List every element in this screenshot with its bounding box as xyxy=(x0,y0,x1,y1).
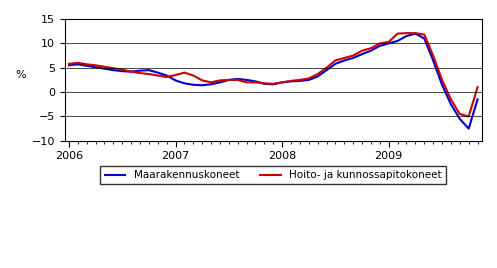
Hoito- ja kunnossapitokoneet xyxy=(341,56,347,59)
Maarakennuskoneet xyxy=(306,78,312,81)
Maarakennuskoneet xyxy=(368,49,374,52)
Maarakennuskoneet xyxy=(261,82,267,85)
Maarakennuskoneet xyxy=(92,66,98,69)
Hoito- ja kunnossapitokoneet xyxy=(252,81,258,84)
Hoito- ja kunnossapitokoneet xyxy=(332,59,338,62)
Hoito- ja kunnossapitokoneet xyxy=(137,72,143,75)
Hoito- ja kunnossapitokoneet xyxy=(146,72,152,76)
Maarakennuskoneet xyxy=(181,82,187,85)
Hoito- ja kunnossapitokoneet xyxy=(395,32,401,35)
Hoito- ja kunnossapitokoneet xyxy=(413,32,418,35)
Maarakennuskoneet xyxy=(84,64,90,67)
Maarakennuskoneet xyxy=(386,42,392,45)
Hoito- ja kunnossapitokoneet xyxy=(306,77,312,80)
Hoito- ja kunnossapitokoneet xyxy=(261,82,267,85)
Maarakennuskoneet xyxy=(475,98,481,101)
Maarakennuskoneet xyxy=(350,56,356,59)
Maarakennuskoneet xyxy=(164,74,169,77)
Maarakennuskoneet xyxy=(244,78,249,81)
Maarakennuskoneet xyxy=(190,83,196,86)
Maarakennuskoneet xyxy=(128,70,134,73)
Hoito- ja kunnossapitokoneet xyxy=(190,74,196,77)
Hoito- ja kunnossapitokoneet xyxy=(475,85,481,89)
Maarakennuskoneet xyxy=(137,69,143,72)
Hoito- ja kunnossapitokoneet xyxy=(324,66,330,69)
Maarakennuskoneet xyxy=(101,67,107,70)
Hoito- ja kunnossapitokoneet xyxy=(404,32,410,35)
Hoito- ja kunnossapitokoneet xyxy=(66,62,72,65)
Hoito- ja kunnossapitokoneet xyxy=(350,54,356,57)
Maarakennuskoneet xyxy=(288,80,294,83)
Maarakennuskoneet xyxy=(66,64,72,67)
Maarakennuskoneet xyxy=(279,81,285,84)
Maarakennuskoneet xyxy=(75,63,81,66)
Hoito- ja kunnossapitokoneet xyxy=(466,115,472,118)
Hoito- ja kunnossapitokoneet xyxy=(226,78,232,81)
Hoito- ja kunnossapitokoneet xyxy=(101,65,107,68)
Hoito- ja kunnossapitokoneet xyxy=(288,79,294,83)
Maarakennuskoneet xyxy=(235,77,241,81)
Maarakennuskoneet xyxy=(155,71,161,74)
Hoito- ja kunnossapitokoneet xyxy=(128,70,134,73)
Maarakennuskoneet xyxy=(297,79,303,83)
Hoito- ja kunnossapitokoneet xyxy=(244,81,249,84)
Hoito- ja kunnossapitokoneet xyxy=(386,40,392,43)
Hoito- ja kunnossapitokoneet xyxy=(368,47,374,50)
Hoito- ja kunnossapitokoneet xyxy=(430,54,436,57)
Legend: Maarakennuskoneet, Hoito- ja kunnossapitokoneet: Maarakennuskoneet, Hoito- ja kunnossapit… xyxy=(100,166,446,184)
Maarakennuskoneet xyxy=(208,83,214,86)
Hoito- ja kunnossapitokoneet xyxy=(155,74,161,77)
Maarakennuskoneet xyxy=(421,37,427,40)
Maarakennuskoneet xyxy=(404,35,410,38)
Hoito- ja kunnossapitokoneet xyxy=(199,79,205,82)
Hoito- ja kunnossapitokoneet xyxy=(457,112,463,116)
Hoito- ja kunnossapitokoneet xyxy=(421,33,427,36)
Hoito- ja kunnossapitokoneet xyxy=(297,78,303,81)
Maarakennuskoneet xyxy=(466,127,472,130)
Hoito- ja kunnossapitokoneet xyxy=(110,67,116,70)
Maarakennuskoneet xyxy=(217,81,223,84)
Hoito- ja kunnossapitokoneet xyxy=(75,61,81,65)
Maarakennuskoneet xyxy=(315,75,321,78)
Hoito- ja kunnossapitokoneet xyxy=(84,63,90,66)
Maarakennuskoneet xyxy=(430,59,436,62)
Hoito- ja kunnossapitokoneet xyxy=(92,64,98,67)
Maarakennuskoneet xyxy=(457,117,463,121)
Y-axis label: %: % xyxy=(15,70,26,80)
Maarakennuskoneet xyxy=(377,44,383,47)
Hoito- ja kunnossapitokoneet xyxy=(181,71,187,74)
Maarakennuskoneet xyxy=(395,39,401,43)
Maarakennuskoneet xyxy=(199,84,205,87)
Hoito- ja kunnossapitokoneet xyxy=(270,82,276,85)
Maarakennuskoneet xyxy=(270,83,276,86)
Maarakennuskoneet xyxy=(448,103,454,106)
Maarakennuskoneet xyxy=(341,59,347,62)
Hoito- ja kunnossapitokoneet xyxy=(164,75,169,79)
Line: Maarakennuskoneet: Maarakennuskoneet xyxy=(69,34,478,129)
Maarakennuskoneet xyxy=(324,69,330,72)
Maarakennuskoneet xyxy=(439,83,445,86)
Maarakennuskoneet xyxy=(119,69,125,73)
Line: Hoito- ja kunnossapitokoneet: Hoito- ja kunnossapitokoneet xyxy=(69,33,478,117)
Maarakennuskoneet xyxy=(252,80,258,83)
Hoito- ja kunnossapitokoneet xyxy=(172,73,178,77)
Hoito- ja kunnossapitokoneet xyxy=(359,49,365,52)
Hoito- ja kunnossapitokoneet xyxy=(208,81,214,84)
Hoito- ja kunnossapitokoneet xyxy=(448,98,454,101)
Hoito- ja kunnossapitokoneet xyxy=(377,42,383,45)
Maarakennuskoneet xyxy=(226,78,232,81)
Maarakennuskoneet xyxy=(146,69,152,72)
Hoito- ja kunnossapitokoneet xyxy=(119,68,125,71)
Maarakennuskoneet xyxy=(172,79,178,82)
Hoito- ja kunnossapitokoneet xyxy=(235,78,241,81)
Hoito- ja kunnossapitokoneet xyxy=(315,72,321,76)
Hoito- ja kunnossapitokoneet xyxy=(439,78,445,81)
Maarakennuskoneet xyxy=(359,53,365,56)
Maarakennuskoneet xyxy=(110,69,116,72)
Hoito- ja kunnossapitokoneet xyxy=(217,79,223,82)
Maarakennuskoneet xyxy=(413,32,418,35)
Maarakennuskoneet xyxy=(332,62,338,65)
Hoito- ja kunnossapitokoneet xyxy=(279,81,285,84)
